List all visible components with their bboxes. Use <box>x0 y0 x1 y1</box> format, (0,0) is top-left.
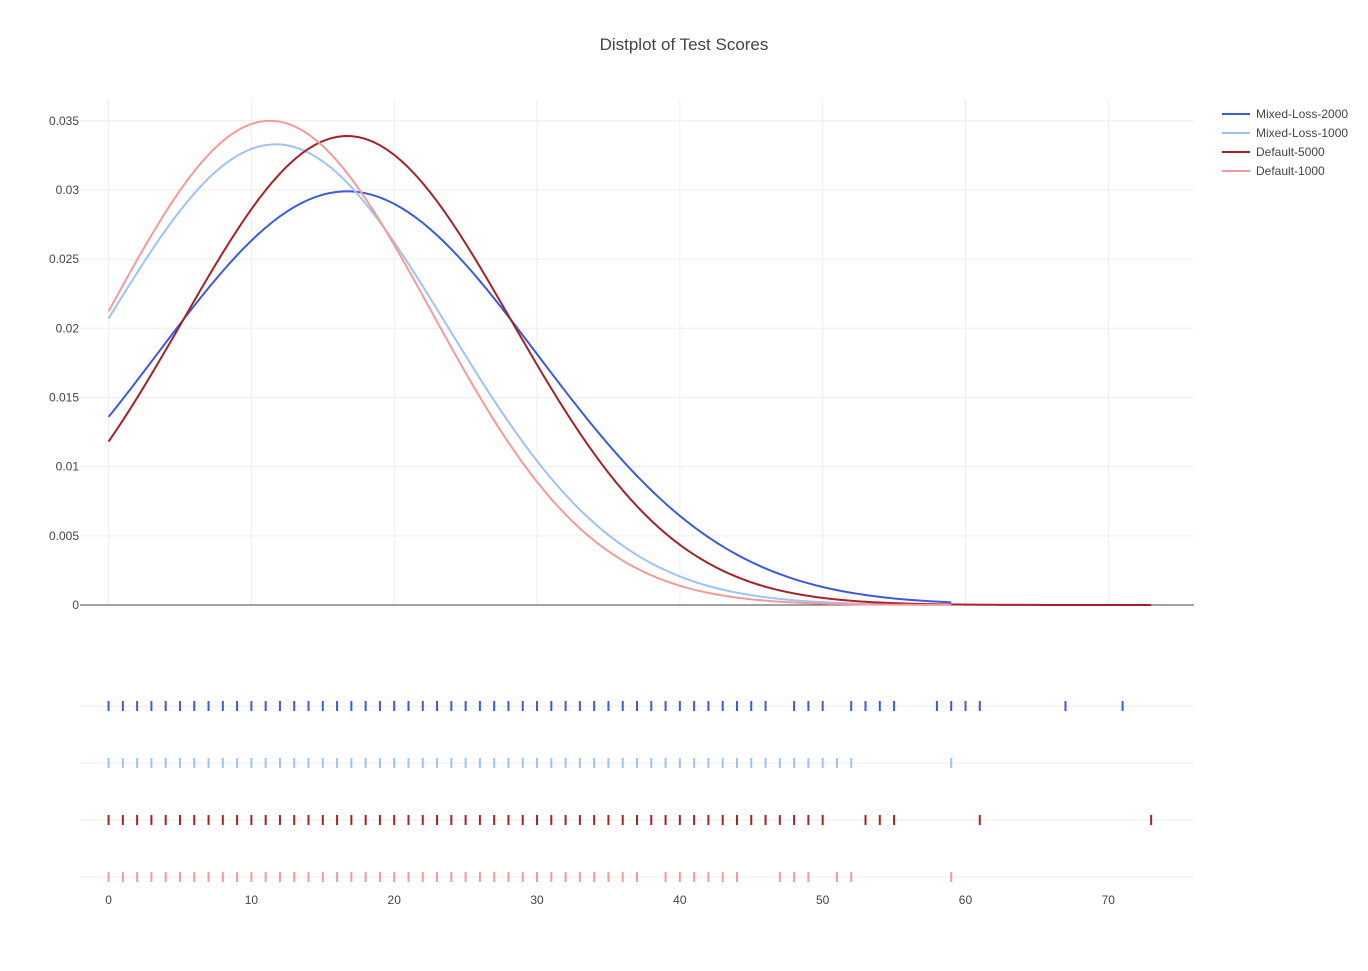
density-curves <box>107 119 1152 606</box>
legend-label: Mixed-Loss-2000 <box>1256 107 1348 121</box>
rug-grid <box>80 705 1194 878</box>
y-tick-label: 0.01 <box>56 460 80 474</box>
legend-label: Default-1000 <box>1256 164 1325 178</box>
x-tick-label: 40 <box>673 893 687 907</box>
legend-item-mixed-loss-1000[interactable]: Mixed-Loss-1000 <box>1222 126 1348 140</box>
x-axis-ticks: 0 10 20 30 40 50 60 70 <box>105 893 1115 907</box>
curve-default-5000 <box>107 135 1152 606</box>
x-tick-label: 50 <box>816 893 830 907</box>
legend[interactable]: Mixed-Loss-2000 Mixed-Loss-1000 Default-50… <box>1222 107 1348 178</box>
legend-label: Mixed-Loss-1000 <box>1256 126 1348 140</box>
legend-item-default-1000[interactable]: Default-1000 <box>1222 164 1325 178</box>
y-tick-label: 0.035 <box>49 114 79 128</box>
x-tick-label: 20 <box>388 893 402 907</box>
y-tick-label: 0.03 <box>56 183 80 197</box>
y-tick-label: 0.005 <box>49 529 79 543</box>
x-tick-label: 30 <box>530 893 544 907</box>
grid <box>80 100 1194 606</box>
y-tick-label: 0.025 <box>49 252 79 266</box>
x-tick-label: 60 <box>959 893 973 907</box>
curve-mixed-loss-1000 <box>107 143 952 606</box>
chart-title: Distplot of Test Scores <box>600 35 769 54</box>
curve-default-1000 <box>107 119 952 606</box>
y-axis-ticks: 0 0.005 0.01 0.015 0.02 0.025 0.03 0.035 <box>49 114 79 612</box>
legend-item-mixed-loss-2000[interactable]: Mixed-Loss-2000 <box>1222 107 1348 121</box>
x-tick-label: 70 <box>1102 893 1116 907</box>
x-tick-label: 0 <box>105 893 112 907</box>
y-tick-label: 0.015 <box>49 390 79 404</box>
y-tick-label: 0.02 <box>56 321 80 335</box>
legend-label: Default-5000 <box>1256 145 1325 159</box>
x-tick-label: 10 <box>245 893 259 907</box>
legend-item-default-5000[interactable]: Default-5000 <box>1222 145 1325 159</box>
y-tick-label: 0 <box>72 598 79 612</box>
curve-mixed-loss-2000 <box>107 190 952 604</box>
rug-plot <box>107 701 1153 882</box>
